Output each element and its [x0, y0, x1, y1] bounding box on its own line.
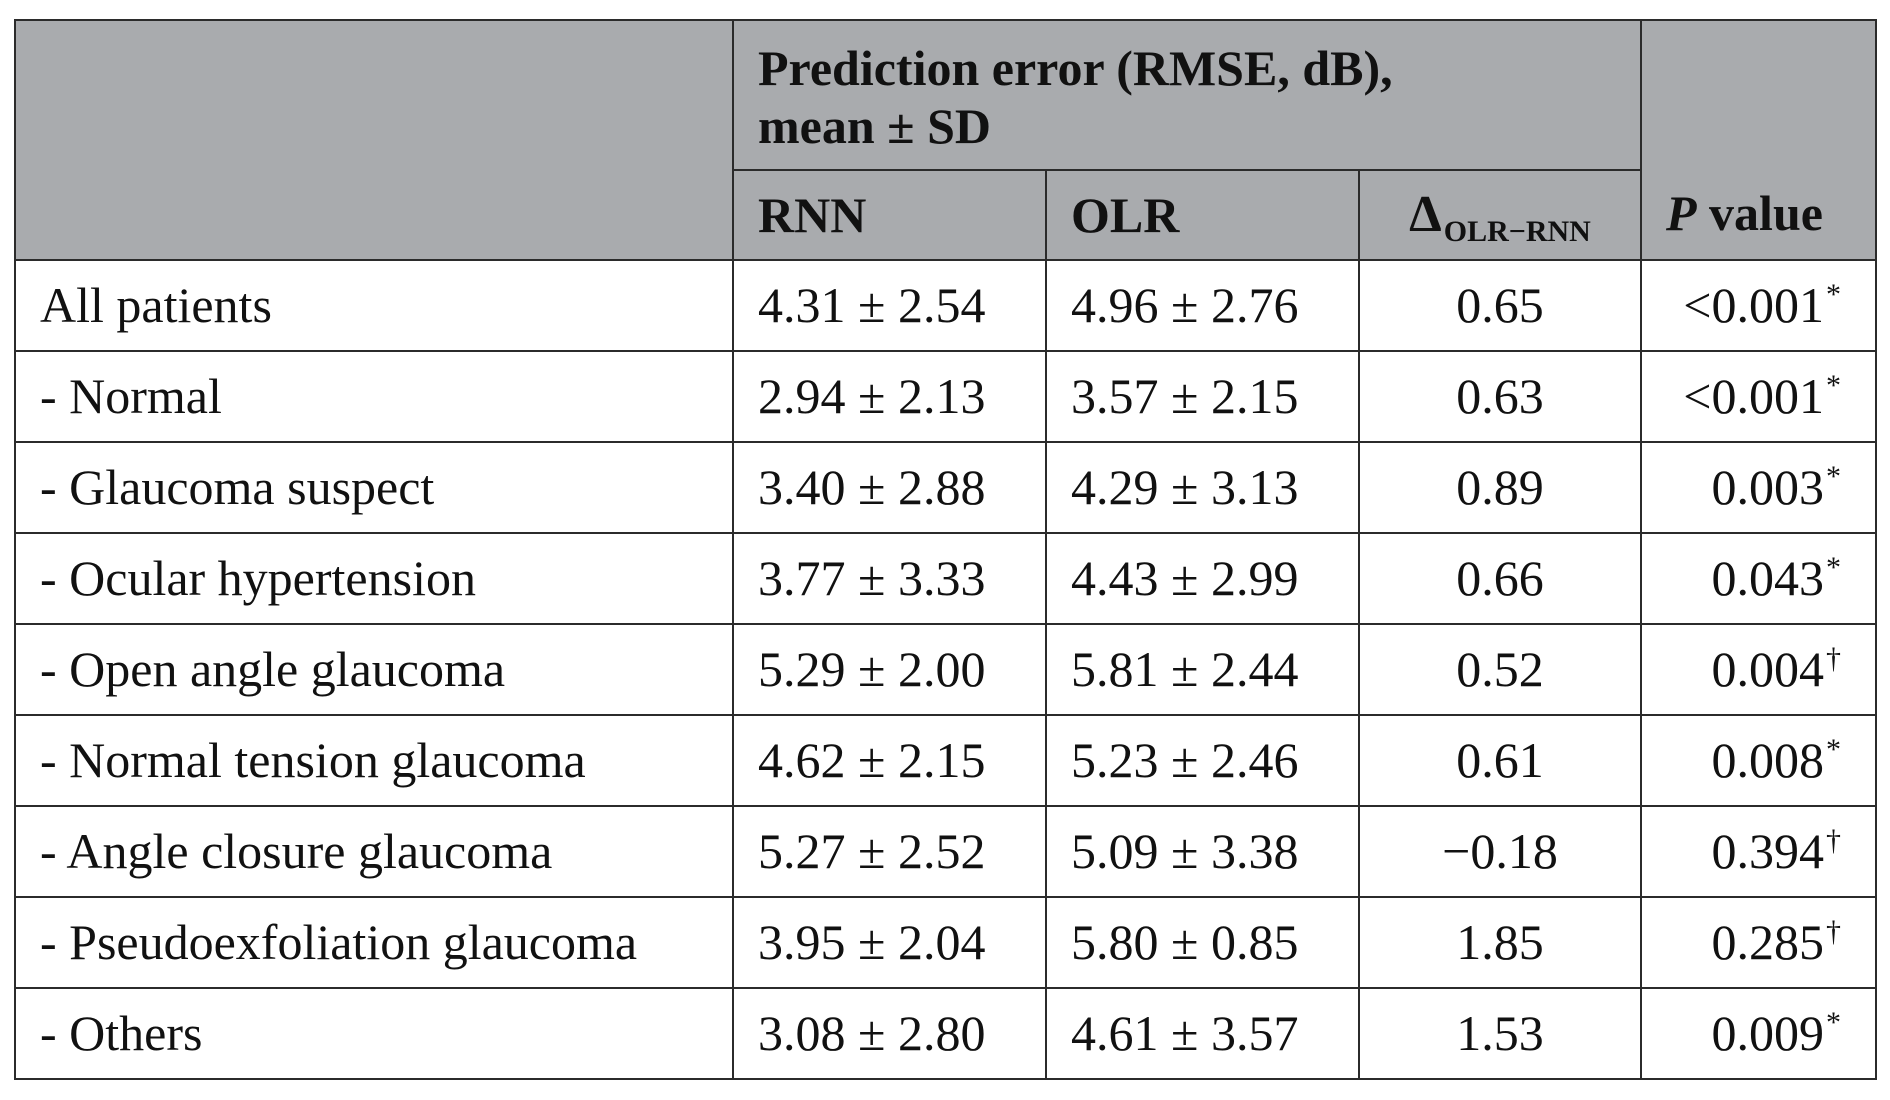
table-row: - Ocular hypertension 3.77 ± 3.33 4.43 ± 2… [14, 532, 1877, 625]
table-row: - Normal 2.94 ± 2.13 3.57 ± 2.15 0.63 <0.001… [14, 350, 1877, 443]
delta-value: 0.65 [1358, 259, 1642, 352]
olr-value: 4.96 ± 2.76 [1045, 259, 1360, 352]
significance-mark: † [1826, 824, 1841, 857]
delta-value: 0.89 [1358, 441, 1642, 534]
olr-value: 4.43 ± 2.99 [1045, 532, 1360, 625]
row-label: - Others [14, 987, 734, 1080]
p-value-cell: 0.009* [1640, 987, 1877, 1080]
olr-value: 5.09 ± 3.38 [1045, 805, 1360, 898]
p-value: 0.043 [1711, 550, 1825, 606]
significance-mark: * [1826, 733, 1841, 766]
header-prediction-error: Prediction error (RMSE, dB), mean ± SD [732, 19, 1642, 171]
significance-mark: * [1826, 460, 1841, 493]
significance-mark: † [1826, 642, 1841, 675]
row-label: - Angle closure glaucoma [14, 805, 734, 898]
row-label: - Ocular hypertension [14, 532, 734, 625]
significance-mark: † [1826, 915, 1841, 948]
p-value: 0.009 [1711, 1005, 1825, 1061]
p-value: 0.003 [1711, 459, 1825, 515]
p-value: <0.001 [1683, 368, 1824, 424]
delta-value: 1.53 [1358, 987, 1642, 1080]
delta-value: 0.66 [1358, 532, 1642, 625]
rnn-value: 3.77 ± 3.33 [732, 532, 1047, 625]
rnn-value: 2.94 ± 2.13 [732, 350, 1047, 443]
header-olr: OLR [1045, 169, 1360, 261]
table-row: - Open angle glaucoma 5.29 ± 2.00 5.81 ± 2… [14, 623, 1877, 716]
table-header: Prediction error (RMSE, dB), mean ± SD P… [14, 19, 1877, 261]
significance-mark: * [1826, 1006, 1841, 1039]
row-label: - Pseudoexfoliation glaucoma [14, 896, 734, 989]
header-p-value: P value [1640, 19, 1877, 261]
table-body: All patients 4.31 ± 2.54 4.96 ± 2.76 0.65 <0… [14, 259, 1877, 1080]
p-value-cell: 0.008* [1640, 714, 1877, 807]
delta-symbol: Δ [1409, 186, 1442, 244]
row-label: All patients [14, 259, 734, 352]
header-row-group: Prediction error (RMSE, dB), mean ± SD P… [14, 19, 1877, 261]
rnn-value: 3.95 ± 2.04 [732, 896, 1047, 989]
rnn-value: 3.08 ± 2.80 [732, 987, 1047, 1080]
header-rnn: RNN [732, 169, 1047, 261]
header-group-line2: mean ± SD [758, 98, 992, 154]
p-value: 0.285 [1711, 914, 1825, 970]
significance-mark: * [1826, 369, 1841, 402]
row-label: - Normal [14, 350, 734, 443]
delta-subscript: OLR−RNN [1443, 215, 1591, 249]
significance-mark: * [1826, 278, 1841, 311]
rnn-value: 5.27 ± 2.52 [732, 805, 1047, 898]
p-value: <0.001 [1683, 277, 1824, 333]
header-empty-cell [14, 19, 734, 261]
table-row: All patients 4.31 ± 2.54 4.96 ± 2.76 0.65 <0… [14, 259, 1877, 352]
header-delta: ΔOLR−RNN [1358, 169, 1642, 261]
p-value-cell: <0.001* [1640, 350, 1877, 443]
rnn-value: 5.29 ± 2.00 [732, 623, 1047, 716]
table-row: - Pseudoexfoliation glaucoma 3.95 ± 2.04 5… [14, 896, 1877, 989]
olr-value: 3.57 ± 2.15 [1045, 350, 1360, 443]
olr-value: 4.61 ± 3.57 [1045, 987, 1360, 1080]
delta-value: 0.61 [1358, 714, 1642, 807]
row-label: - Glaucoma suspect [14, 441, 734, 534]
delta-value: −0.18 [1358, 805, 1642, 898]
row-label: - Open angle glaucoma [14, 623, 734, 716]
olr-value: 5.80 ± 0.85 [1045, 896, 1360, 989]
olr-value: 5.81 ± 2.44 [1045, 623, 1360, 716]
table-row: - Glaucoma suspect 3.40 ± 2.88 4.29 ± 3.13… [14, 441, 1877, 534]
p-value-cell: 0.394† [1640, 805, 1877, 898]
rnn-value: 4.31 ± 2.54 [732, 259, 1047, 352]
rnn-value: 4.62 ± 2.15 [732, 714, 1047, 807]
p-value: 0.394 [1711, 823, 1825, 879]
p-value: 0.008 [1711, 732, 1825, 788]
results-table: Prediction error (RMSE, dB), mean ± SD P… [14, 19, 1877, 1080]
delta-value: 1.85 [1358, 896, 1642, 989]
header-p-italic: P [1666, 185, 1697, 241]
header-row-sub: RNN OLR ΔOLR−RNN [15, 169, 1876, 261]
delta-value: 0.63 [1358, 350, 1642, 443]
p-value-cell: <0.001* [1640, 259, 1877, 352]
header-group-line1: Prediction error (RMSE, dB), [758, 40, 1393, 96]
olr-value: 4.29 ± 3.13 [1045, 441, 1360, 534]
p-value-cell: 0.003* [1640, 441, 1877, 534]
p-value-cell: 0.043* [1640, 532, 1877, 625]
olr-value: 5.23 ± 2.46 [1045, 714, 1360, 807]
rnn-value: 3.40 ± 2.88 [732, 441, 1047, 534]
table-row: - Angle closure glaucoma 5.27 ± 2.52 5.09 … [14, 805, 1877, 898]
row-label: - Normal tension glaucoma [14, 714, 734, 807]
delta-value: 0.52 [1358, 623, 1642, 716]
table-row: - Others 3.08 ± 2.80 4.61 ± 3.57 1.53 0.009* [14, 987, 1877, 1080]
p-value-cell: 0.285† [1640, 896, 1877, 989]
p-value-cell: 0.004† [1640, 623, 1877, 716]
table-row: - Normal tension glaucoma 4.62 ± 2.15 5.23… [14, 714, 1877, 807]
significance-mark: * [1826, 551, 1841, 584]
p-value: 0.004 [1711, 641, 1825, 697]
header-p-rest: value [1696, 185, 1823, 241]
